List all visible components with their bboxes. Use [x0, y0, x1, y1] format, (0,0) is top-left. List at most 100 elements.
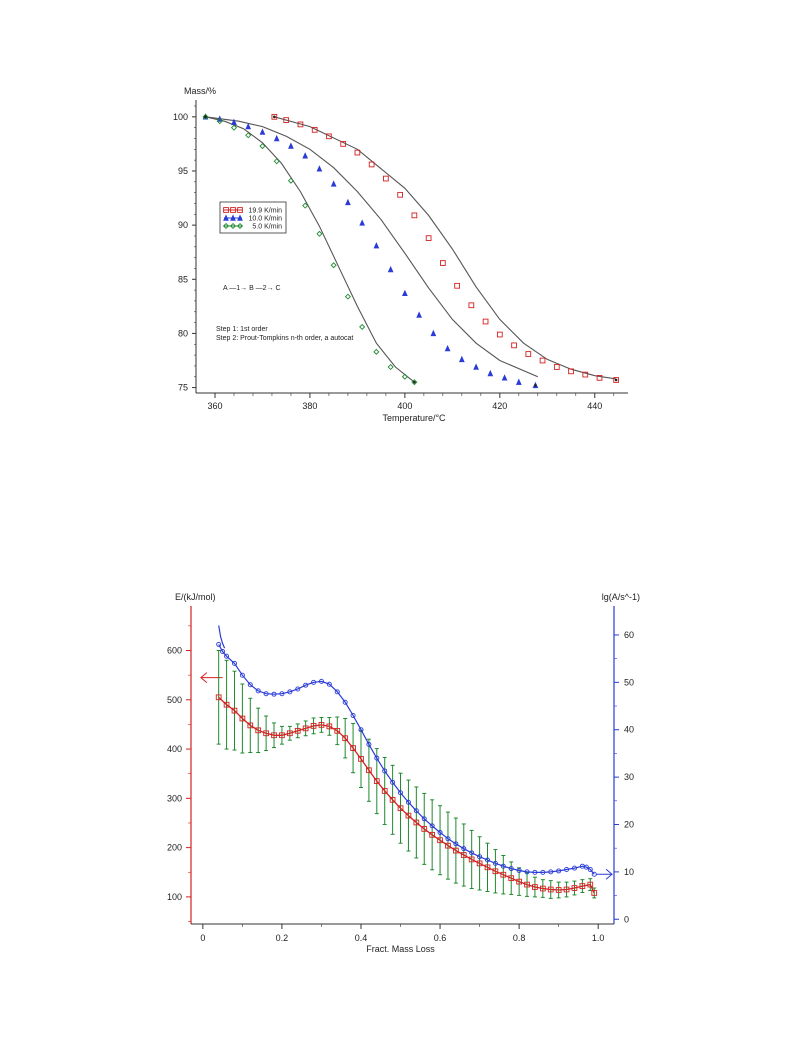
lgA-point: [500, 863, 506, 869]
E-point: [373, 778, 380, 784]
data-point: [287, 177, 294, 184]
lgA-point: [374, 755, 380, 761]
lgA-point: [508, 866, 514, 872]
left-tick-label: 400: [167, 744, 182, 754]
tga-mass-chart: 75 80 85 90 95 100 360 380 400 420 440 Mass/% Temper…: [173, 86, 628, 423]
E-point: [405, 812, 412, 819]
data-point: [501, 374, 508, 381]
series-start-dot: [204, 115, 207, 119]
E-point: [223, 701, 230, 708]
data-point: [330, 180, 337, 187]
data-point: [288, 142, 294, 149]
E-point: [310, 723, 317, 729]
E-point: [508, 875, 515, 882]
right-tick-label: 60: [624, 630, 634, 640]
data-point: [444, 344, 451, 352]
data-point: [383, 175, 389, 182]
data-point: [259, 143, 266, 150]
E-point: [366, 767, 372, 774]
E-point: [350, 745, 356, 751]
error-bars: [216, 649, 597, 899]
lgA-point: [564, 867, 570, 872]
data-point: [473, 363, 479, 370]
lgA-point: [591, 871, 597, 877]
data-point: [216, 118, 223, 125]
E-line: [218, 696, 595, 894]
legend-label: 19.9 K/min: [249, 208, 283, 215]
x-tick-label: 1.0: [592, 933, 605, 943]
E-point: [279, 732, 285, 739]
lgA-point: [382, 768, 388, 774]
E-point: [334, 727, 341, 734]
x-tick-label: 400: [397, 401, 412, 411]
right-tick-label: 10: [624, 867, 634, 877]
lgA-point: [271, 691, 277, 697]
data-point: [202, 113, 209, 120]
legend-marker: [230, 207, 236, 213]
E-point: [539, 885, 546, 892]
series-square: [271, 113, 619, 383]
legend-marker: [230, 214, 236, 221]
y-tick-label: 90: [178, 220, 188, 230]
data-point: [316, 230, 323, 237]
lgA-point: [287, 689, 293, 695]
data-point: [425, 235, 432, 241]
lgA-point: [413, 808, 419, 814]
right-tick-label: 50: [624, 677, 634, 687]
right-tick-label: 40: [624, 725, 634, 735]
data-point: [359, 323, 366, 330]
reaction-scheme: A —1→ B —2→ C: [223, 285, 281, 292]
E-point: [397, 805, 404, 812]
legend-marker: [223, 214, 229, 221]
data-point: [283, 117, 290, 123]
series-start-dot: [273, 115, 276, 119]
lgA-point: [461, 846, 467, 852]
step2-annotation: Step 2: Prout-Tompkins n-th order, a aut…: [216, 335, 353, 342]
E-point: [437, 837, 443, 844]
lgA-point: [366, 741, 372, 747]
data-point: [496, 331, 503, 338]
E-point: [318, 722, 325, 728]
y-tick-label: 95: [178, 166, 188, 176]
y-tick-label: 75: [178, 383, 188, 393]
lgA-point: [342, 699, 348, 705]
data-point: [454, 282, 460, 289]
lgA-point: [437, 830, 443, 836]
legend-marker: [236, 222, 244, 230]
data-point: [297, 121, 304, 128]
lgA-point: [453, 841, 459, 847]
data-point: [511, 342, 517, 349]
E-point: [294, 727, 301, 734]
series-end-dot: [614, 378, 618, 382]
E-point: [591, 890, 598, 896]
lgA-fit-extension: [218, 625, 226, 649]
data-point: [302, 202, 309, 209]
data-point: [487, 369, 494, 377]
E-point: [547, 886, 554, 893]
data-point: [230, 124, 238, 131]
legend-label: 10.0 K/min: [249, 216, 283, 223]
E-point: [571, 885, 578, 891]
series-diamond: [202, 113, 418, 386]
data-point: [330, 262, 337, 269]
E-point: [302, 725, 309, 732]
left-tick-label: 500: [167, 695, 182, 705]
data-point: [387, 265, 394, 273]
lgA-point: [485, 857, 490, 863]
E-point: [413, 819, 420, 826]
x-tick-label: 0.4: [355, 933, 368, 943]
E-point: [468, 856, 475, 863]
lgA-point: [429, 823, 435, 829]
x-tick-label: 420: [492, 401, 507, 411]
E-point: [500, 871, 507, 878]
lgA-point: [445, 836, 451, 842]
y-tick-label: 100: [173, 112, 188, 122]
E-point: [460, 852, 467, 858]
E-point: [524, 881, 530, 888]
series-triangle: [202, 113, 539, 389]
data-point: [582, 371, 589, 378]
series-end-dot: [534, 384, 537, 387]
x-tick-label: 360: [207, 401, 222, 411]
series-end-dot: [413, 380, 416, 384]
